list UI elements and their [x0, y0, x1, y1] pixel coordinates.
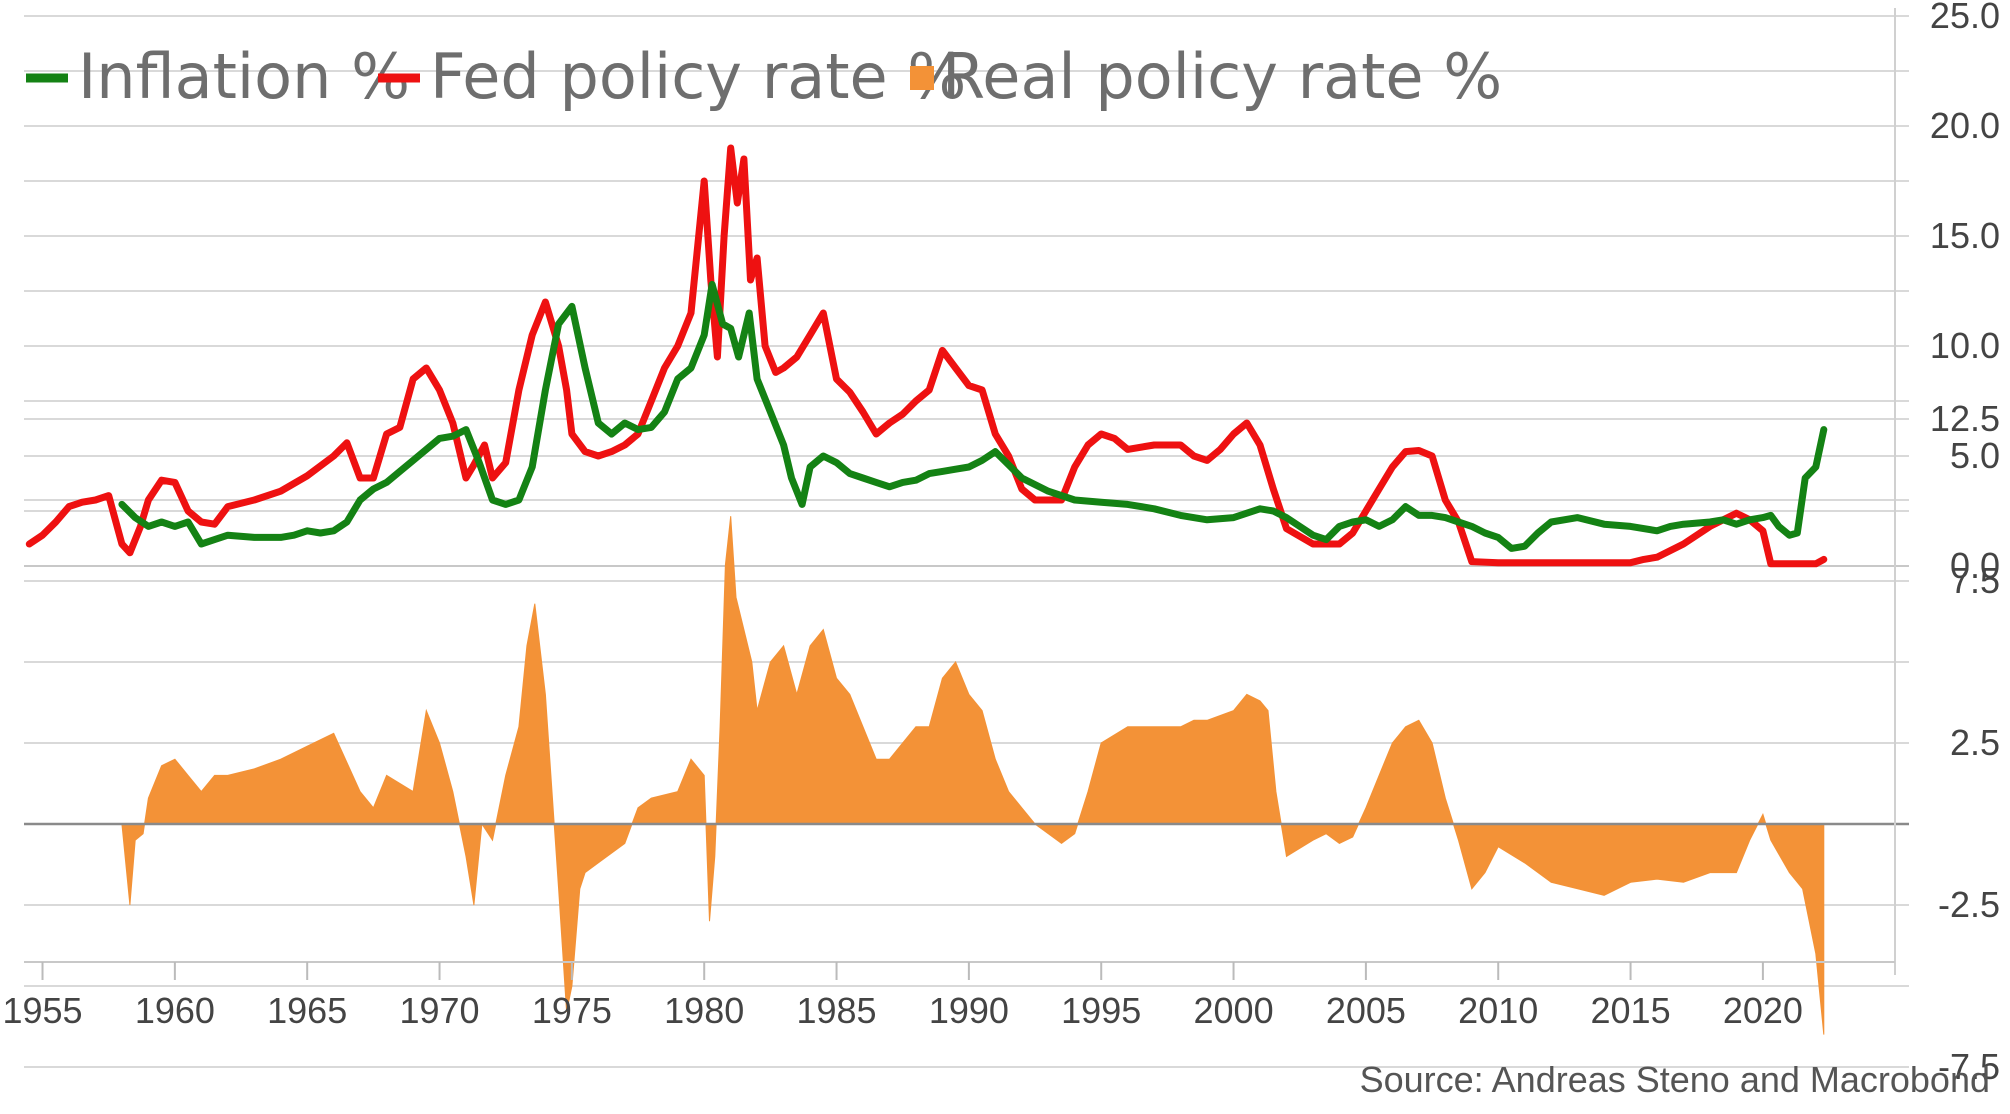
bottom-y-axis-ticks: 12.5 7.5 2.5 -2.5 -7.5	[1930, 398, 2000, 1087]
x-tick-label: 1960	[135, 990, 215, 1031]
legend-item-fed-rate: Fed policy rate %	[378, 40, 966, 113]
top-y-tick-label: 5.0	[1950, 435, 2000, 476]
x-tick-label: 1985	[796, 990, 876, 1031]
inflation-line	[118, 280, 1828, 552]
real-rate-area-series	[121, 516, 1825, 1035]
x-tick-label: 2015	[1591, 990, 1671, 1031]
x-tick-label: 2010	[1458, 990, 1538, 1031]
x-tick-label: 2005	[1326, 990, 1406, 1031]
x-tick-label: 1955	[2, 990, 82, 1031]
x-tick-label: 1970	[399, 990, 479, 1031]
legend-label-inflation: Inflation %	[78, 40, 410, 113]
x-tick-label: 2000	[1194, 990, 1274, 1031]
fed-policy-rate-line	[25, 144, 1828, 568]
source-note: Source: Andreas Steno and Macrobond	[1360, 1059, 1990, 1100]
top-y-tick-label: 15.0	[1930, 215, 2000, 256]
x-tick-label: 1980	[664, 990, 744, 1031]
legend: Inflation % Fed policy rate % Real polic…	[26, 40, 1502, 113]
legend-item-inflation: Inflation %	[26, 40, 410, 113]
x-tick-label: 1990	[929, 990, 1009, 1031]
real-policy-rate-area	[121, 516, 1825, 1035]
x-axis-ticks: 1955 1960 1965 1970 1975 1980 1985 1990 1995 2000…	[2, 962, 1803, 1031]
legend-label-real-rate: Real policy rate %	[942, 40, 1502, 113]
bottom-y-tick-label: -7.5	[1938, 1046, 2000, 1087]
top-y-tick-label: 25.0	[1930, 0, 2000, 36]
x-tick-label: 2020	[1723, 990, 1803, 1031]
bottom-y-tick-label: 2.5	[1950, 722, 2000, 763]
legend-label-fed-rate: Fed policy rate %	[430, 40, 966, 113]
x-tick-label: 1965	[267, 990, 347, 1031]
bottom-y-tick-label: -2.5	[1938, 884, 2000, 925]
axes	[24, 8, 1909, 975]
top-y-tick-label: 20.0	[1930, 105, 2000, 146]
x-tick-label: 1995	[1061, 990, 1141, 1031]
bottom-y-tick-label: 7.5	[1950, 560, 2000, 601]
legend-swatch-real-rate	[910, 66, 934, 90]
top-y-tick-label: 0.0	[1950, 545, 2000, 586]
x-tick-label: 1975	[532, 990, 612, 1031]
top-y-tick-label: 10.0	[1930, 325, 2000, 366]
legend-item-real-rate: Real policy rate %	[910, 40, 1502, 113]
top-panel-line-series	[25, 144, 1828, 568]
bottom-panel-grid	[24, 418, 1909, 1068]
top-y-axis-ticks: 25.0 20.0 15.0 10.0 5.0 0.0	[1930, 0, 2000, 586]
bottom-y-tick-label: 12.5	[1930, 398, 2000, 439]
